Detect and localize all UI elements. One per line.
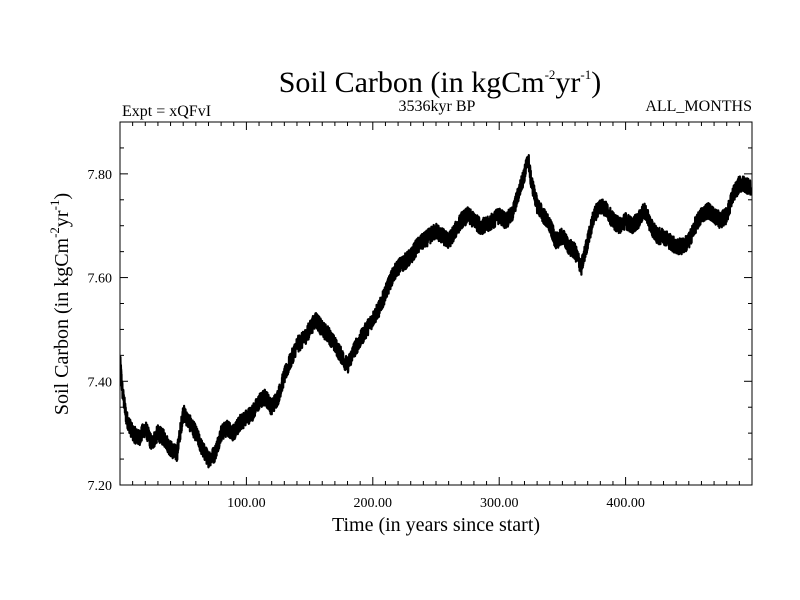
months-label: ALL_MONTHS (645, 98, 752, 115)
y-tick-label: 7.60 (88, 272, 113, 287)
x-tick-label: 400.00 (606, 496, 645, 511)
y-tick-label: 7.40 (88, 375, 113, 390)
y-axis-label: Soil Carbon (in kgCm-2yr-1) (47, 193, 73, 415)
x-axis-label: Time (in years since start) (332, 514, 540, 536)
plot-frame (119, 121, 753, 486)
x-tick-label: 200.00 (354, 496, 393, 511)
x-tick-label: 300.00 (480, 496, 519, 511)
y-tick-label: 7.80 (88, 168, 113, 183)
experiment-label: Expt = xQFvI (122, 103, 211, 120)
soil-carbon-series-line (120, 154, 752, 469)
y-axis: 7.20 7.40 7.60 7.80 (88, 147, 752, 494)
period-label: 3536kyr BP (399, 98, 476, 115)
x-axis: 100.00 200.00 300.00 400.00 (132, 122, 740, 511)
x-tick-label: 100.00 (227, 496, 266, 511)
y-tick-label: 7.20 (88, 479, 113, 494)
chart-title: Soil Carbon (in kgCm-2yr-1) (279, 66, 602, 99)
